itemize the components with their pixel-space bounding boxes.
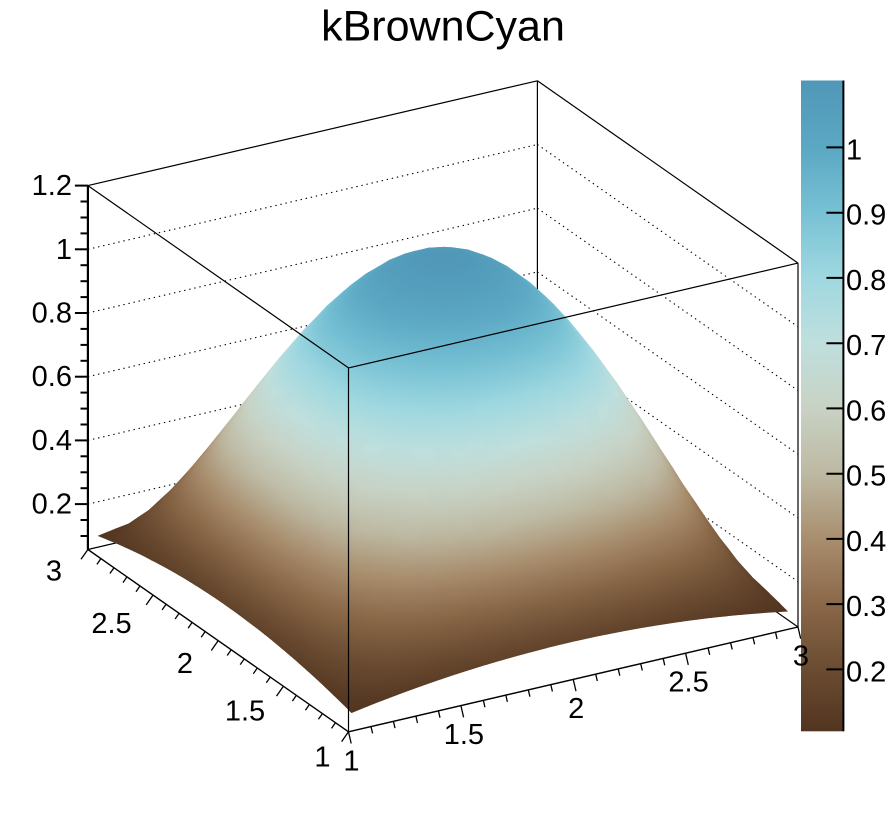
svg-text:0.6: 0.6 xyxy=(32,361,72,393)
svg-text:0.2: 0.2 xyxy=(32,489,72,521)
svg-text:0.6: 0.6 xyxy=(846,395,886,427)
svg-text:1.2: 1.2 xyxy=(32,170,72,202)
svg-text:1: 1 xyxy=(314,742,330,774)
svg-text:1: 1 xyxy=(56,234,72,266)
svg-text:0.9: 0.9 xyxy=(846,200,886,232)
svg-text:3: 3 xyxy=(793,641,809,673)
svg-text:0.8: 0.8 xyxy=(846,265,886,297)
svg-text:2: 2 xyxy=(177,648,193,680)
svg-text:0.3: 0.3 xyxy=(846,591,886,623)
svg-text:2.5: 2.5 xyxy=(668,667,708,699)
svg-text:1.5: 1.5 xyxy=(225,696,265,728)
svg-text:1.5: 1.5 xyxy=(444,719,484,751)
svg-text:1: 1 xyxy=(343,745,359,777)
svg-text:0.5: 0.5 xyxy=(846,461,886,493)
svg-text:2: 2 xyxy=(568,693,584,725)
svg-text:0.2: 0.2 xyxy=(846,656,886,688)
svg-text:1: 1 xyxy=(846,134,862,166)
svg-text:2.5: 2.5 xyxy=(91,608,131,640)
svg-text:0.7: 0.7 xyxy=(846,330,886,362)
svg-text:0.4: 0.4 xyxy=(32,425,72,457)
svg-text:kBrownCyan: kBrownCyan xyxy=(321,3,565,51)
svg-text:3: 3 xyxy=(46,556,62,588)
svg-text:0.8: 0.8 xyxy=(32,298,72,330)
svg-text:0.4: 0.4 xyxy=(846,526,886,558)
